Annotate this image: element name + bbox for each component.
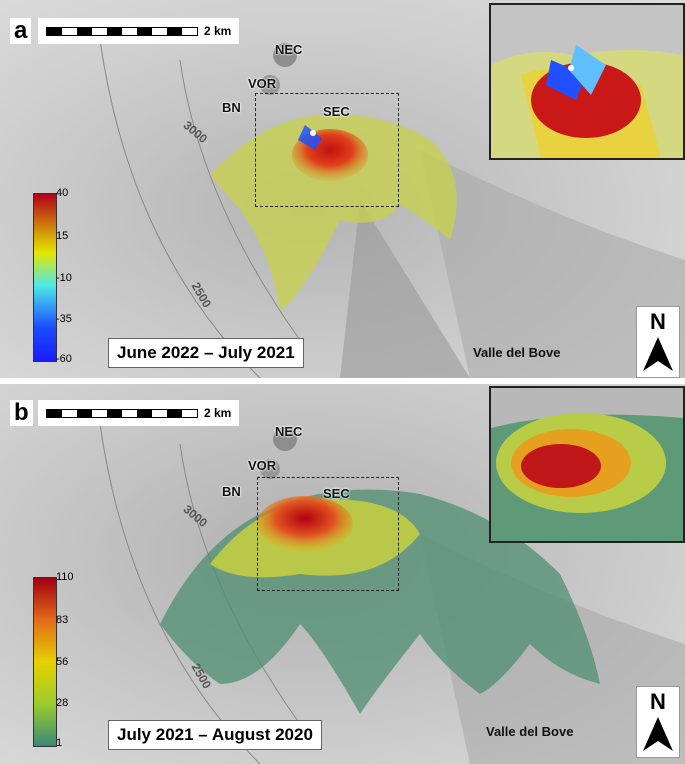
colorbar-tick-5: -60 (56, 353, 72, 365)
period-label: June 2022 – July 2021 (108, 338, 304, 368)
north-arrow: N (636, 686, 680, 758)
scale-bar-label: 2 km (204, 406, 232, 420)
scale-bar-graphic (46, 26, 198, 36)
north-label: N (650, 689, 666, 714)
deposit-area (210, 114, 457, 311)
scale-bar: 2 km (38, 18, 240, 44)
panel-a: a 2 km NEC VOR BN SEC 3000 2500 40 15 -1… (0, 0, 685, 378)
panel-letter: a (10, 18, 32, 44)
inset-extent-box (255, 93, 399, 207)
panel-letter: b (10, 400, 33, 426)
place-sec: SEC (323, 486, 350, 501)
north-arrow: N (636, 306, 680, 378)
inset-extent-box (257, 477, 399, 591)
colorbar-tick-1: 110 (56, 571, 74, 583)
colorbar-tick-2: 15 (56, 230, 69, 242)
colorbar-tick-3: 56 (56, 656, 69, 668)
scale-bar-graphic (46, 408, 198, 418)
colorbar-tick-1: 40 (56, 187, 69, 199)
colorbar (33, 577, 57, 747)
colorbar-tick-4: 28 (56, 697, 69, 709)
inset-map (491, 388, 683, 541)
place-sec: SEC (323, 104, 350, 119)
scale-bar-label: 2 km (204, 24, 232, 38)
inset-map (491, 5, 683, 158)
colorbar-tick-2: 83 (56, 614, 69, 626)
period-label: July 2021 – August 2020 (108, 720, 322, 750)
colorbar (33, 193, 57, 362)
north-label: N (650, 309, 666, 334)
place-vor: VOR (248, 458, 277, 473)
scale-bar: 2 km (38, 400, 240, 426)
north-arrow-icon (643, 337, 673, 371)
colorbar-tick-4: -35 (56, 313, 72, 325)
north-arrow-icon (643, 717, 673, 751)
panel-b: b 2 km NEC VOR BN SEC 3000 2500 110 83 5… (0, 384, 685, 764)
place-bn: BN (222, 100, 241, 115)
place-bn: BN (222, 484, 241, 499)
colorbar-tick-5: 1 (56, 737, 63, 749)
place-nec: NEC (275, 424, 303, 439)
inset-zoom (489, 3, 685, 160)
place-vor: VOR (248, 76, 277, 91)
inset-zoom (489, 386, 685, 543)
colorbar-tick-3: -10 (56, 272, 72, 284)
valle-del-bove-label: Valle del Bove (473, 345, 561, 360)
place-nec: NEC (275, 42, 303, 57)
valle-del-bove-label: Valle del Bove (486, 724, 574, 739)
